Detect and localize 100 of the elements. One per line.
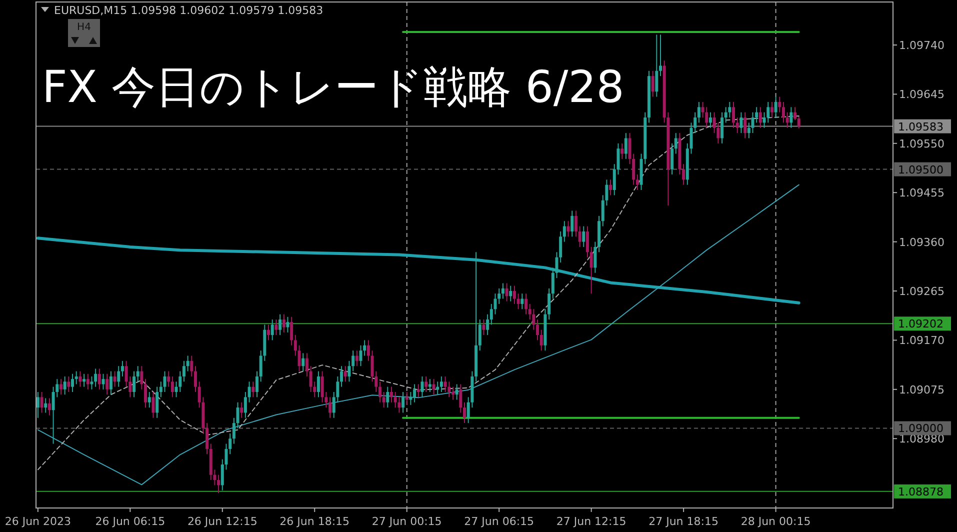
candlestick	[582, 226, 586, 248]
candlestick	[359, 344, 362, 367]
candlestick	[302, 352, 305, 372]
candlestick	[405, 391, 408, 406]
candlestick	[797, 116, 800, 129]
candlestick	[459, 384, 462, 414]
candlestick	[482, 318, 486, 336]
candlestick	[132, 370, 136, 398]
candlestick	[451, 386, 454, 400]
candlestick	[170, 376, 174, 398]
candlestick	[190, 355, 194, 377]
candlestick	[386, 386, 390, 408]
candlestick	[228, 432, 232, 455]
candlestick	[352, 350, 355, 372]
candlestick	[348, 360, 351, 382]
x-tick-label: 26 Jun 2023	[4, 515, 72, 528]
candlestick	[559, 230, 562, 264]
candlestick	[740, 112, 743, 134]
candlestick	[232, 417, 236, 444]
candlestick	[566, 220, 570, 238]
candlestick	[86, 373, 90, 390]
candlestick	[48, 398, 51, 416]
candlestick	[505, 282, 508, 302]
candlestick	[316, 370, 320, 398]
candlestick	[140, 366, 144, 390]
candlestick	[120, 360, 124, 377]
candlestick	[432, 378, 436, 396]
candlestick	[98, 368, 101, 390]
candlestick	[548, 288, 551, 320]
candlestick	[498, 288, 501, 304]
x-tick-label: 28 Jun 00:15	[740, 515, 811, 528]
candlestick	[36, 391, 40, 418]
candlestick	[624, 132, 628, 160]
candlestick	[340, 366, 344, 388]
candlestick	[697, 101, 700, 124]
candlestick	[255, 370, 258, 398]
candlestick	[148, 391, 151, 408]
candlestick	[774, 96, 778, 118]
candlestick	[751, 112, 754, 134]
ref-line-label: 1.09202	[898, 318, 944, 331]
candlestick	[770, 101, 774, 118]
candlestick	[409, 391, 412, 406]
candlestick	[90, 376, 94, 390]
chart-subtitle: EURUSD,M15 1.09598 1.09602 1.09579 1.09583	[54, 4, 324, 17]
candlestick	[732, 101, 736, 128]
candlestick	[420, 376, 424, 398]
candlestick	[305, 352, 308, 377]
candlestick	[501, 282, 504, 300]
candlestick	[402, 391, 405, 414]
candlestick	[102, 373, 105, 390]
candlestick	[94, 368, 98, 388]
candlestick	[786, 112, 789, 128]
ref-line-label: 1.09500	[898, 163, 944, 176]
x-tick-label: 27 Jun 06:15	[464, 515, 534, 528]
y-tick-label: 1.09740	[899, 38, 944, 52]
candlestick	[109, 370, 112, 396]
candlestick	[512, 285, 516, 304]
candlestick	[40, 391, 44, 414]
candlestick	[440, 376, 443, 392]
candlestick	[44, 398, 48, 414]
candlestick	[794, 106, 796, 121]
candlestick	[248, 381, 251, 403]
candlestick	[344, 366, 347, 382]
candlestick	[586, 226, 589, 258]
annotation: H4	[77, 22, 91, 33]
candlestick	[186, 355, 190, 372]
candlestick	[424, 376, 428, 392]
candlestick	[655, 34, 658, 98]
candlestick	[658, 34, 662, 77]
candlestick	[524, 293, 528, 315]
candlestick	[782, 101, 785, 124]
candlestick	[790, 106, 793, 128]
candlestick	[274, 318, 278, 336]
candlestick	[578, 226, 582, 248]
y-tick-label: 1.09455	[899, 186, 944, 200]
candlestick	[570, 210, 574, 238]
candlestick	[206, 422, 209, 455]
ref-line-label: 1.09583	[898, 120, 944, 134]
candlestick	[574, 210, 578, 238]
candlestick	[651, 70, 654, 98]
candlestick	[609, 179, 612, 196]
candlestick	[78, 370, 82, 388]
candlestick	[240, 402, 244, 418]
candlestick	[366, 340, 370, 362]
candlestick	[71, 373, 74, 392]
candlestick	[636, 174, 639, 190]
y-tick-label: 1.09075	[899, 383, 944, 396]
candlestick	[594, 241, 597, 274]
candlestick	[182, 360, 186, 382]
candlestick	[63, 376, 66, 396]
ref-line-label: 1.09000	[898, 422, 944, 436]
candlestick	[436, 381, 440, 396]
candlestick	[428, 378, 432, 392]
line-series	[37, 184, 800, 486]
candlestick	[278, 314, 282, 336]
candlestick	[74, 370, 78, 385]
candlestick	[478, 318, 482, 352]
x-tick-label: 26 Jun 06:15	[95, 515, 166, 528]
candlestick	[355, 350, 358, 367]
x-tick-label: 26 Jun 12:15	[187, 515, 258, 528]
